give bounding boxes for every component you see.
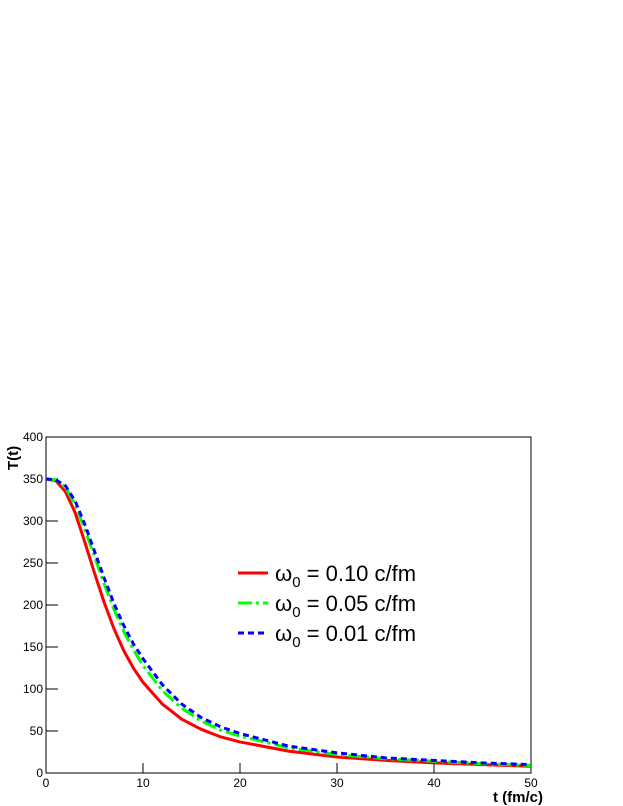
y-tick-label: 0: [36, 766, 43, 780]
y-tick-label: 300: [23, 514, 43, 528]
series-line: [45, 477, 532, 768]
legend-label: ω0 = 0.05 c/fm: [275, 591, 416, 621]
x-tick-label: 50: [524, 776, 538, 790]
x-tick-label: 20: [233, 776, 247, 790]
y-tick-label: 150: [23, 640, 43, 654]
x-tick-label: 10: [136, 776, 150, 790]
y-tick-label: 50: [30, 724, 44, 738]
y-tick-label: 200: [23, 598, 43, 612]
x-tick-label: 40: [427, 776, 441, 790]
x-axis-label: t (fm/c): [493, 789, 543, 806]
y-tick-label: 400: [23, 430, 43, 444]
series-line: [45, 477, 532, 767]
y-tick-label: 250: [23, 556, 43, 570]
x-tick-label: 0: [43, 776, 50, 790]
legend-label: ω0 = 0.01 c/fm: [275, 621, 416, 651]
y-tick-label: 100: [23, 682, 43, 696]
legend-label: ω0 = 0.10 c/fm: [275, 561, 416, 591]
y-axis-label: T(t): [5, 446, 22, 470]
x-tick-label: 30: [330, 776, 344, 790]
y-tick-label: 350: [23, 472, 43, 486]
